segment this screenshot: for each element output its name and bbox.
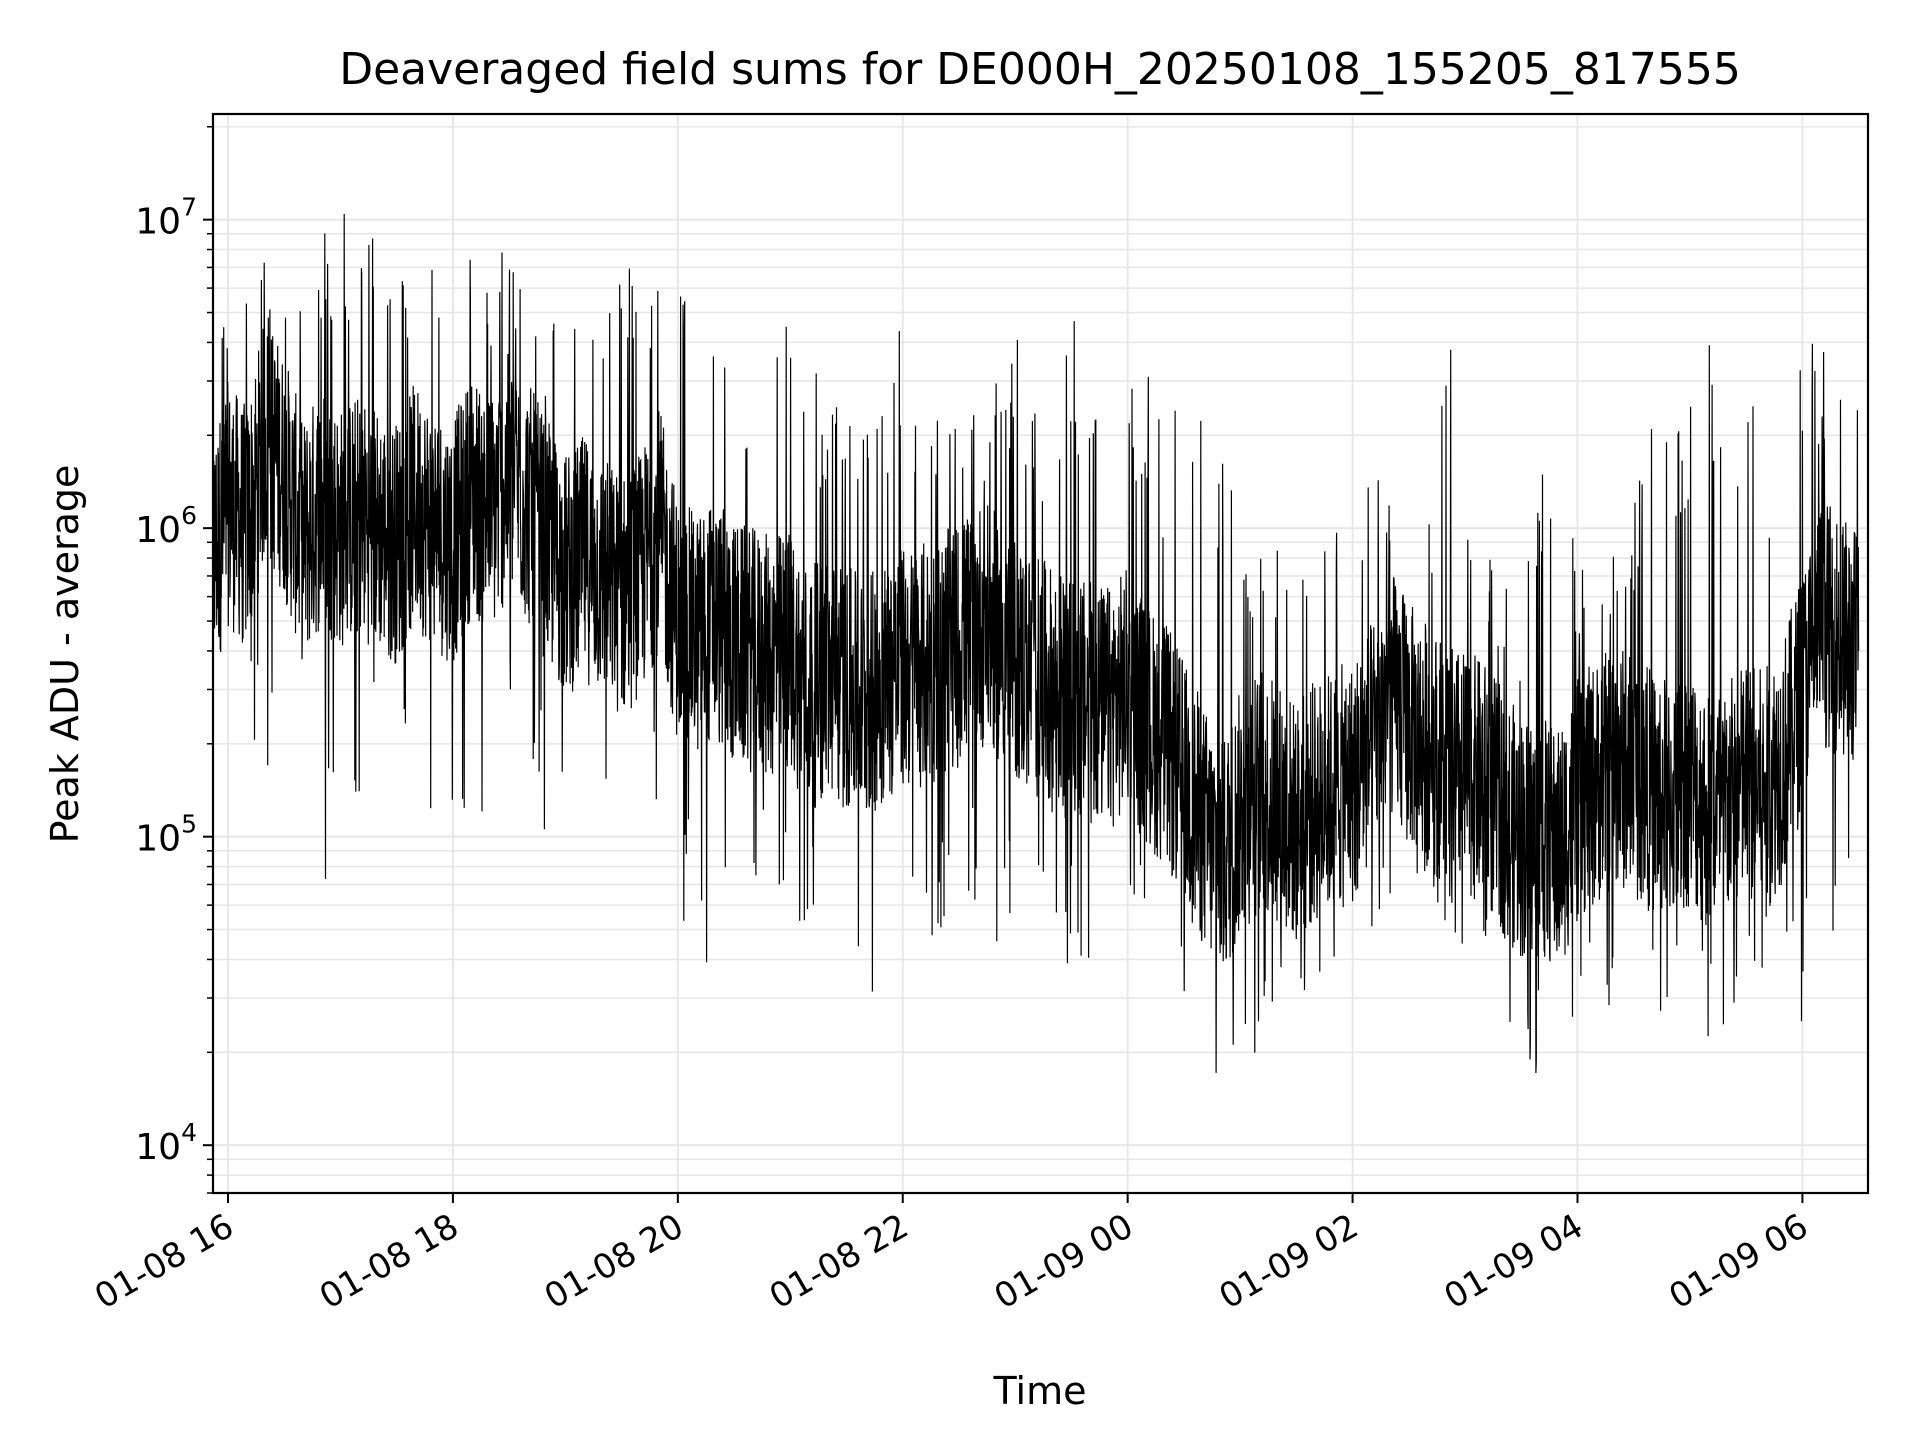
plot-area <box>212 213 1860 1074</box>
y-tick-label: 106 <box>135 501 197 551</box>
series-line <box>212 213 1860 1074</box>
x-axis-label: Time <box>993 1369 1087 1413</box>
y-axis-label: Peak ADU - average <box>43 465 87 844</box>
plot-frame <box>211 112 1870 1195</box>
chart-title: Deaveraged field sums for DE000H_2025010… <box>339 44 1741 95</box>
